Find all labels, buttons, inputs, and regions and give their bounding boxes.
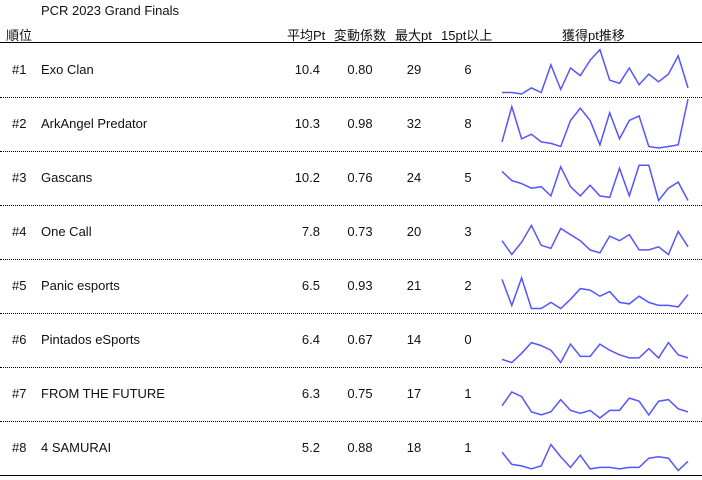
- count-15pt-plus: 1: [464, 440, 472, 455]
- avg-pt: 7.8: [301, 224, 320, 239]
- count-15pt-plus: 5: [464, 170, 472, 185]
- sparkline: [501, 223, 689, 256]
- max-pt: 32: [406, 116, 422, 131]
- avg-pt: 6.4: [301, 332, 320, 347]
- table-row: #3 Gascans 10.2 0.76 24 5: [0, 151, 702, 206]
- rank-cell: #3: [12, 170, 27, 185]
- sparkline: [501, 443, 689, 472]
- header-rank: 順位: [6, 28, 33, 43]
- sparkline: [501, 391, 689, 419]
- sparkline-series: [501, 391, 689, 419]
- sparkline: [502, 48, 689, 95]
- cv-value: 0.73: [347, 224, 373, 239]
- table-row: #2 ArkAngel Predator 10.3 0.98 32 8: [0, 97, 702, 152]
- table-row: #4 One Call 7.8 0.73 20 3: [0, 205, 702, 260]
- cv-value: 0.98: [347, 116, 373, 131]
- team-name: Panic esports: [41, 278, 120, 293]
- count-15pt-plus: 3: [464, 224, 472, 239]
- header-trend: 獲得pt推移: [562, 28, 625, 43]
- sparkline-series: [501, 443, 689, 472]
- team-name: Pintados eSports: [41, 332, 141, 347]
- max-pt: 17: [406, 386, 422, 401]
- rank-cell: #6: [12, 332, 27, 347]
- sparkline-series: [501, 164, 689, 203]
- team-name: FROM THE FUTURE: [41, 386, 165, 401]
- sparkline: [501, 275, 689, 310]
- sparkline: [501, 164, 689, 203]
- header-ge15: 15pt以上: [441, 28, 493, 43]
- cv-value: 0.76: [347, 170, 373, 185]
- table-row: #1 Exo Clan 10.4 0.80 29 6: [0, 43, 702, 98]
- avg-pt: 10.4: [294, 62, 320, 77]
- avg-pt: 5.2: [301, 440, 320, 455]
- rank-cell: #5: [12, 278, 27, 293]
- header-max: 最大pt: [395, 28, 432, 43]
- rank-cell: #8: [12, 440, 27, 455]
- header-avg: 平均Pt: [287, 28, 326, 43]
- sparkline: [501, 341, 689, 364]
- count-15pt-plus: 1: [464, 386, 472, 401]
- table-title: PCR 2023 Grand Finals: [41, 3, 180, 18]
- rank-cell: #2: [12, 116, 27, 131]
- header-divider: [0, 42, 702, 43]
- team-name: 4 SAMURAI: [41, 440, 112, 455]
- max-pt: 18: [406, 440, 422, 455]
- sparkline-series: [501, 98, 689, 149]
- avg-pt: 6.3: [301, 386, 320, 401]
- count-15pt-plus: 2: [464, 278, 472, 293]
- count-15pt-plus: 6: [464, 62, 472, 77]
- team-name: Exo Clan: [41, 62, 94, 77]
- cv-value: 0.67: [347, 332, 373, 347]
- table-row: #5 Panic esports 6.5 0.93 21 2: [0, 259, 702, 314]
- rank-cell: #1: [12, 62, 27, 77]
- max-pt: 29: [406, 62, 422, 77]
- max-pt: 24: [406, 170, 422, 185]
- sparkline-series: [501, 223, 689, 256]
- rank-cell: #7: [12, 386, 27, 401]
- table-row: #6 Pintados eSports 6.4 0.67 14 0: [0, 313, 702, 368]
- count-15pt-plus: 8: [464, 116, 472, 131]
- sparkline-series: [501, 341, 689, 364]
- max-pt: 14: [406, 332, 422, 347]
- team-name: Gascans: [41, 170, 93, 185]
- team-name: ArkAngel Predator: [41, 116, 148, 131]
- team-name: One Call: [41, 224, 92, 239]
- avg-pt: 10.3: [294, 116, 320, 131]
- cv-value: 0.93: [347, 278, 373, 293]
- table-row: #7 FROM THE FUTURE 6.3 0.75 17 1: [0, 367, 702, 422]
- max-pt: 21: [406, 278, 422, 293]
- table-row: #8 4 SAMURAI 5.2 0.88 18 1: [0, 421, 702, 476]
- cv-value: 0.75: [347, 386, 373, 401]
- avg-pt: 6.5: [301, 278, 320, 293]
- max-pt: 20: [406, 224, 422, 239]
- avg-pt: 10.2: [294, 170, 320, 185]
- cv-value: 0.80: [347, 62, 373, 77]
- sparkline-series: [502, 48, 689, 95]
- rank-cell: #4: [12, 224, 27, 239]
- sparkline: [501, 98, 689, 149]
- count-15pt-plus: 0: [464, 332, 472, 347]
- sparkline-series: [501, 275, 689, 310]
- header-cv: 変動係数: [334, 28, 387, 43]
- cv-value: 0.88: [347, 440, 373, 455]
